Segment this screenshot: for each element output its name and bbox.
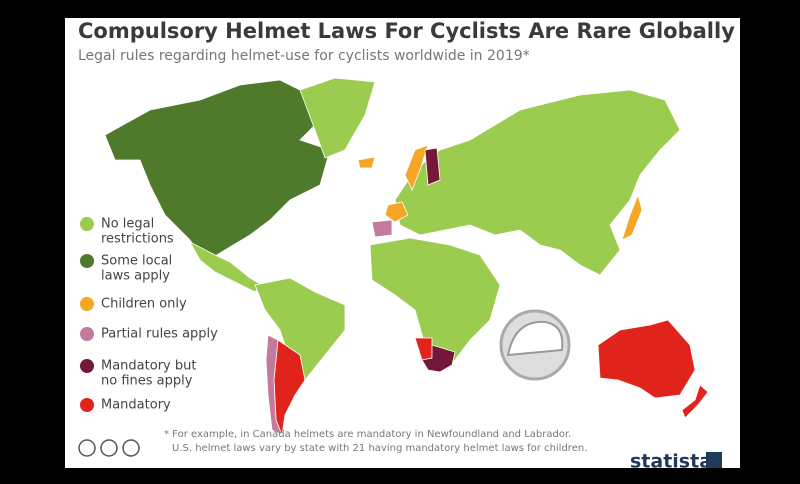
legend-label: laws apply <box>101 269 170 284</box>
finland <box>424 147 441 186</box>
nd-icon <box>122 439 140 457</box>
scandinavia <box>404 144 429 192</box>
legend-label: No legal <box>101 217 154 232</box>
africa <box>369 237 501 373</box>
cc-icon <box>78 439 96 457</box>
title: Compulsory Helmet Laws For Cyclists Are … <box>78 19 735 43</box>
south-america <box>254 277 346 381</box>
legend-label: Children only <box>101 297 187 312</box>
legend-swatch <box>80 297 94 311</box>
legend-swatch <box>80 327 94 341</box>
chile <box>265 334 283 436</box>
legend-swatch <box>80 359 94 373</box>
legend-label: Mandatory but <box>101 359 196 374</box>
legend-swatch <box>80 254 94 268</box>
australia <box>597 319 696 399</box>
brand: statista <box>630 451 712 473</box>
legend-label: Some local <box>101 254 172 269</box>
by-icon <box>100 439 118 457</box>
legend-label: no fines apply <box>101 374 193 389</box>
legend-label: Mandatory <box>101 398 171 413</box>
legend-label: Partial rules apply <box>101 327 218 342</box>
north-america <box>104 79 331 263</box>
france <box>384 201 409 223</box>
iceland <box>357 156 376 169</box>
new-zealand <box>681 384 709 419</box>
subtitle: Legal rules regarding helmet-use for cyc… <box>78 48 530 64</box>
spain <box>371 219 393 238</box>
legend-swatch <box>80 217 94 231</box>
brand-icon <box>706 452 722 468</box>
eurasia <box>394 89 681 276</box>
world-map <box>104 77 709 437</box>
footnote: U.S. helmet laws vary by state with 21 h… <box>172 443 587 454</box>
south-africa <box>421 344 456 373</box>
legend-swatch <box>80 398 94 412</box>
footnote: * For example, in Canada helmets are man… <box>164 429 571 440</box>
legend-label: restrictions <box>101 232 174 247</box>
japan <box>621 193 643 241</box>
greenland <box>299 77 376 159</box>
helmet-shape <box>506 320 564 357</box>
